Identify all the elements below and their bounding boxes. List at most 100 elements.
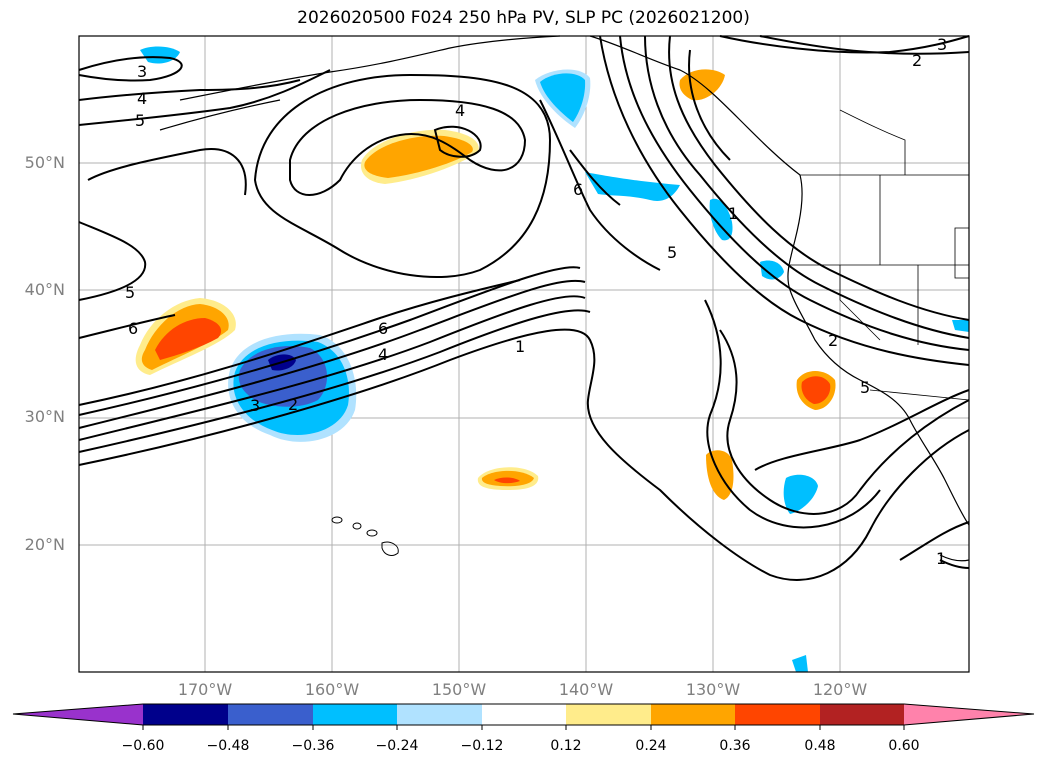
contour-coast-4	[668, 35, 970, 321]
contour-label: 2	[288, 395, 298, 414]
lon-label: 170°W	[177, 680, 233, 699]
contour-label: 1	[728, 204, 738, 223]
colorbar-swatch	[820, 704, 904, 725]
colorbar-swatch	[566, 704, 651, 725]
lat-label: 20°N	[24, 535, 65, 554]
contour-coast-2	[619, 35, 970, 351]
political-borders	[790, 109, 970, 401]
colorbar-extend-high	[904, 704, 1034, 725]
colorbar-swatch	[482, 704, 566, 725]
contour-label: 5	[135, 111, 145, 130]
island-big-island	[381, 541, 399, 556]
colorbar-tick-label: −0.48	[206, 738, 250, 754]
colorbar-tick-label: 0.24	[635, 738, 667, 754]
border-ak-canada	[839, 109, 906, 175]
pv-positive-blob-socal-core	[801, 376, 831, 404]
colorbar-tick-label: 0.60	[888, 738, 920, 754]
coast-or-ca	[789, 289, 911, 421]
contour-label: 1	[936, 549, 946, 568]
coast-bc-wa	[787, 174, 803, 291]
contour-label: 4	[455, 101, 465, 120]
contour-5-west	[78, 221, 147, 301]
contour-coast-1	[599, 35, 970, 366]
colorbar-tick-label: 0.48	[804, 738, 836, 754]
contour-6-west	[78, 314, 176, 339]
pv-positive-blob-north-core	[364, 135, 473, 178]
lon-label: 120°W	[812, 680, 868, 699]
coast-alaska-peninsula	[179, 35, 561, 101]
contour-gulf-1	[539, 99, 661, 271]
colorbar-tick-label: −0.24	[375, 738, 419, 754]
contour-northwest-loop	[87, 148, 247, 196]
border-us-mexico	[869, 389, 970, 401]
contour-2-jet	[78, 309, 591, 453]
lon-label: 150°W	[431, 680, 487, 699]
contour-south-east	[899, 521, 970, 561]
contour-south-1	[719, 329, 970, 515]
slp-contours	[78, 35, 970, 581]
contour-coast-5	[688, 49, 731, 161]
colorbar-tick-label: 0.12	[550, 738, 582, 754]
contour-gulf-2	[569, 149, 621, 206]
contour-2-ne	[759, 35, 970, 55]
contour-south-east-2	[939, 559, 970, 569]
contour-label: 5	[860, 378, 870, 397]
colorbar	[12, 703, 1035, 730]
pv-negative-blob-coast-1	[709, 198, 733, 241]
pv-positive-blob-hawaii-ne-peak	[494, 477, 520, 484]
colorbar-extend-low	[13, 704, 143, 725]
contour-1-jet	[78, 328, 970, 581]
colorbar-tick-label: −0.12	[460, 738, 504, 754]
colorbar-tick-label: −0.60	[121, 738, 165, 754]
pv-negative-blob-gulf-core	[540, 73, 586, 122]
contour-label: 3	[937, 35, 947, 54]
contour-3-jet	[78, 295, 586, 441]
contour-label: 2	[828, 331, 838, 350]
contour-4-nw	[78, 79, 301, 101]
contour-loop-east	[433, 125, 482, 158]
island-kauai	[331, 516, 343, 524]
colorbar-swatch	[228, 704, 313, 725]
contour-label: 6	[128, 319, 138, 338]
colorbar-tick-label: 0.36	[719, 738, 751, 754]
contour-6-jet	[78, 279, 521, 406]
pv-negative-blob-elongated	[585, 172, 680, 201]
border-ca-nv	[839, 265, 881, 341]
colorbar-swatch	[143, 704, 228, 725]
pv-negative-blob-main-inner	[238, 346, 328, 407]
pv-positive-blob-west-core	[155, 318, 222, 360]
contour-label: 3	[137, 62, 147, 81]
map-frame	[78, 35, 970, 673]
contour-label: 6	[573, 180, 583, 199]
coast-mexico	[939, 554, 970, 562]
colorbar-swatch	[651, 704, 735, 725]
lat-label: 40°N	[24, 280, 65, 299]
pv-negative-blob-south	[792, 655, 808, 672]
contour-loop-outer	[253, 73, 552, 279]
lat-label: 50°N	[24, 153, 65, 172]
contour-label: 5	[125, 283, 135, 302]
colorbar-tick-label: −0.36	[291, 738, 335, 754]
pv-negative-blob-coast-2	[760, 260, 784, 280]
contour-label: 2	[912, 51, 922, 70]
pv-negative-blob-west-edge	[140, 46, 180, 64]
contour-label: 4	[137, 89, 147, 108]
contour-label: 5	[667, 243, 677, 262]
coastlines	[159, 35, 970, 562]
colorbar-swatch	[397, 704, 482, 725]
colorbar-swatch	[313, 704, 397, 725]
contour-label: 1	[515, 337, 525, 356]
island-molokai	[366, 529, 378, 537]
lon-label: 160°W	[304, 680, 360, 699]
contour-5-nw	[78, 69, 331, 126]
contour-labels: 3 4 5 2 3 4 6 5 6 6 4 1 3 2 5 2 1 5 1	[125, 35, 947, 568]
lon-label: 140°W	[558, 680, 614, 699]
pv-negative-blob-coast-3	[783, 474, 818, 514]
contour-5-jet	[78, 266, 581, 416]
hawaii-islands	[331, 516, 399, 556]
contour-4-jet	[78, 279, 586, 429]
contour-label: 3	[250, 396, 260, 415]
colorbar-swatch	[735, 704, 820, 725]
coast-gulf-alaska	[589, 35, 801, 176]
